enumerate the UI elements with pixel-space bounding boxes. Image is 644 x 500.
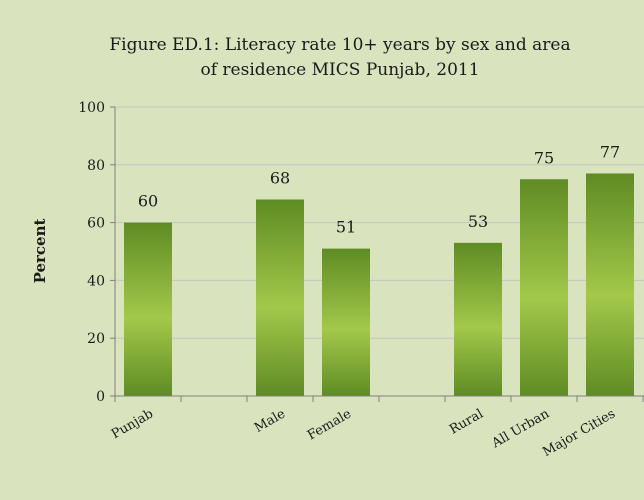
chart-title-line-2: of residence MICS Punjab, 2011 (200, 60, 479, 80)
bar (124, 222, 172, 396)
y-tick-label: 100 (78, 100, 105, 116)
data-label: 77 (600, 142, 620, 161)
bar (322, 248, 370, 396)
data-label: 75 (534, 148, 554, 167)
x-tick-label: Female (305, 406, 354, 443)
data-label: 53 (468, 212, 488, 231)
x-tick-label: Punjab (109, 406, 156, 442)
y-tick-label: 0 (96, 389, 105, 405)
y-tick-label: 60 (87, 216, 105, 232)
x-tick-label: Rural (447, 406, 486, 437)
x-tick-label: Male (252, 406, 288, 436)
bar (586, 173, 634, 396)
y-tick-label: 40 (87, 273, 105, 289)
data-label: 60 (138, 192, 158, 211)
chart-title-line-1: Figure ED.1: Literacy rate 10+ years by … (109, 35, 570, 55)
bars (124, 173, 634, 396)
x-tick-label: Major Cities (540, 406, 618, 460)
y-axis-label: Percent (31, 219, 49, 284)
bar (256, 199, 304, 396)
data-label: 51 (336, 218, 356, 237)
bar (520, 179, 568, 396)
y-tick-label: 80 (87, 158, 105, 174)
bar (454, 242, 502, 396)
data-labels: 60 68 51 53 75 77 (138, 142, 620, 236)
data-label: 68 (270, 168, 290, 187)
y-tick-label: 20 (87, 331, 105, 347)
